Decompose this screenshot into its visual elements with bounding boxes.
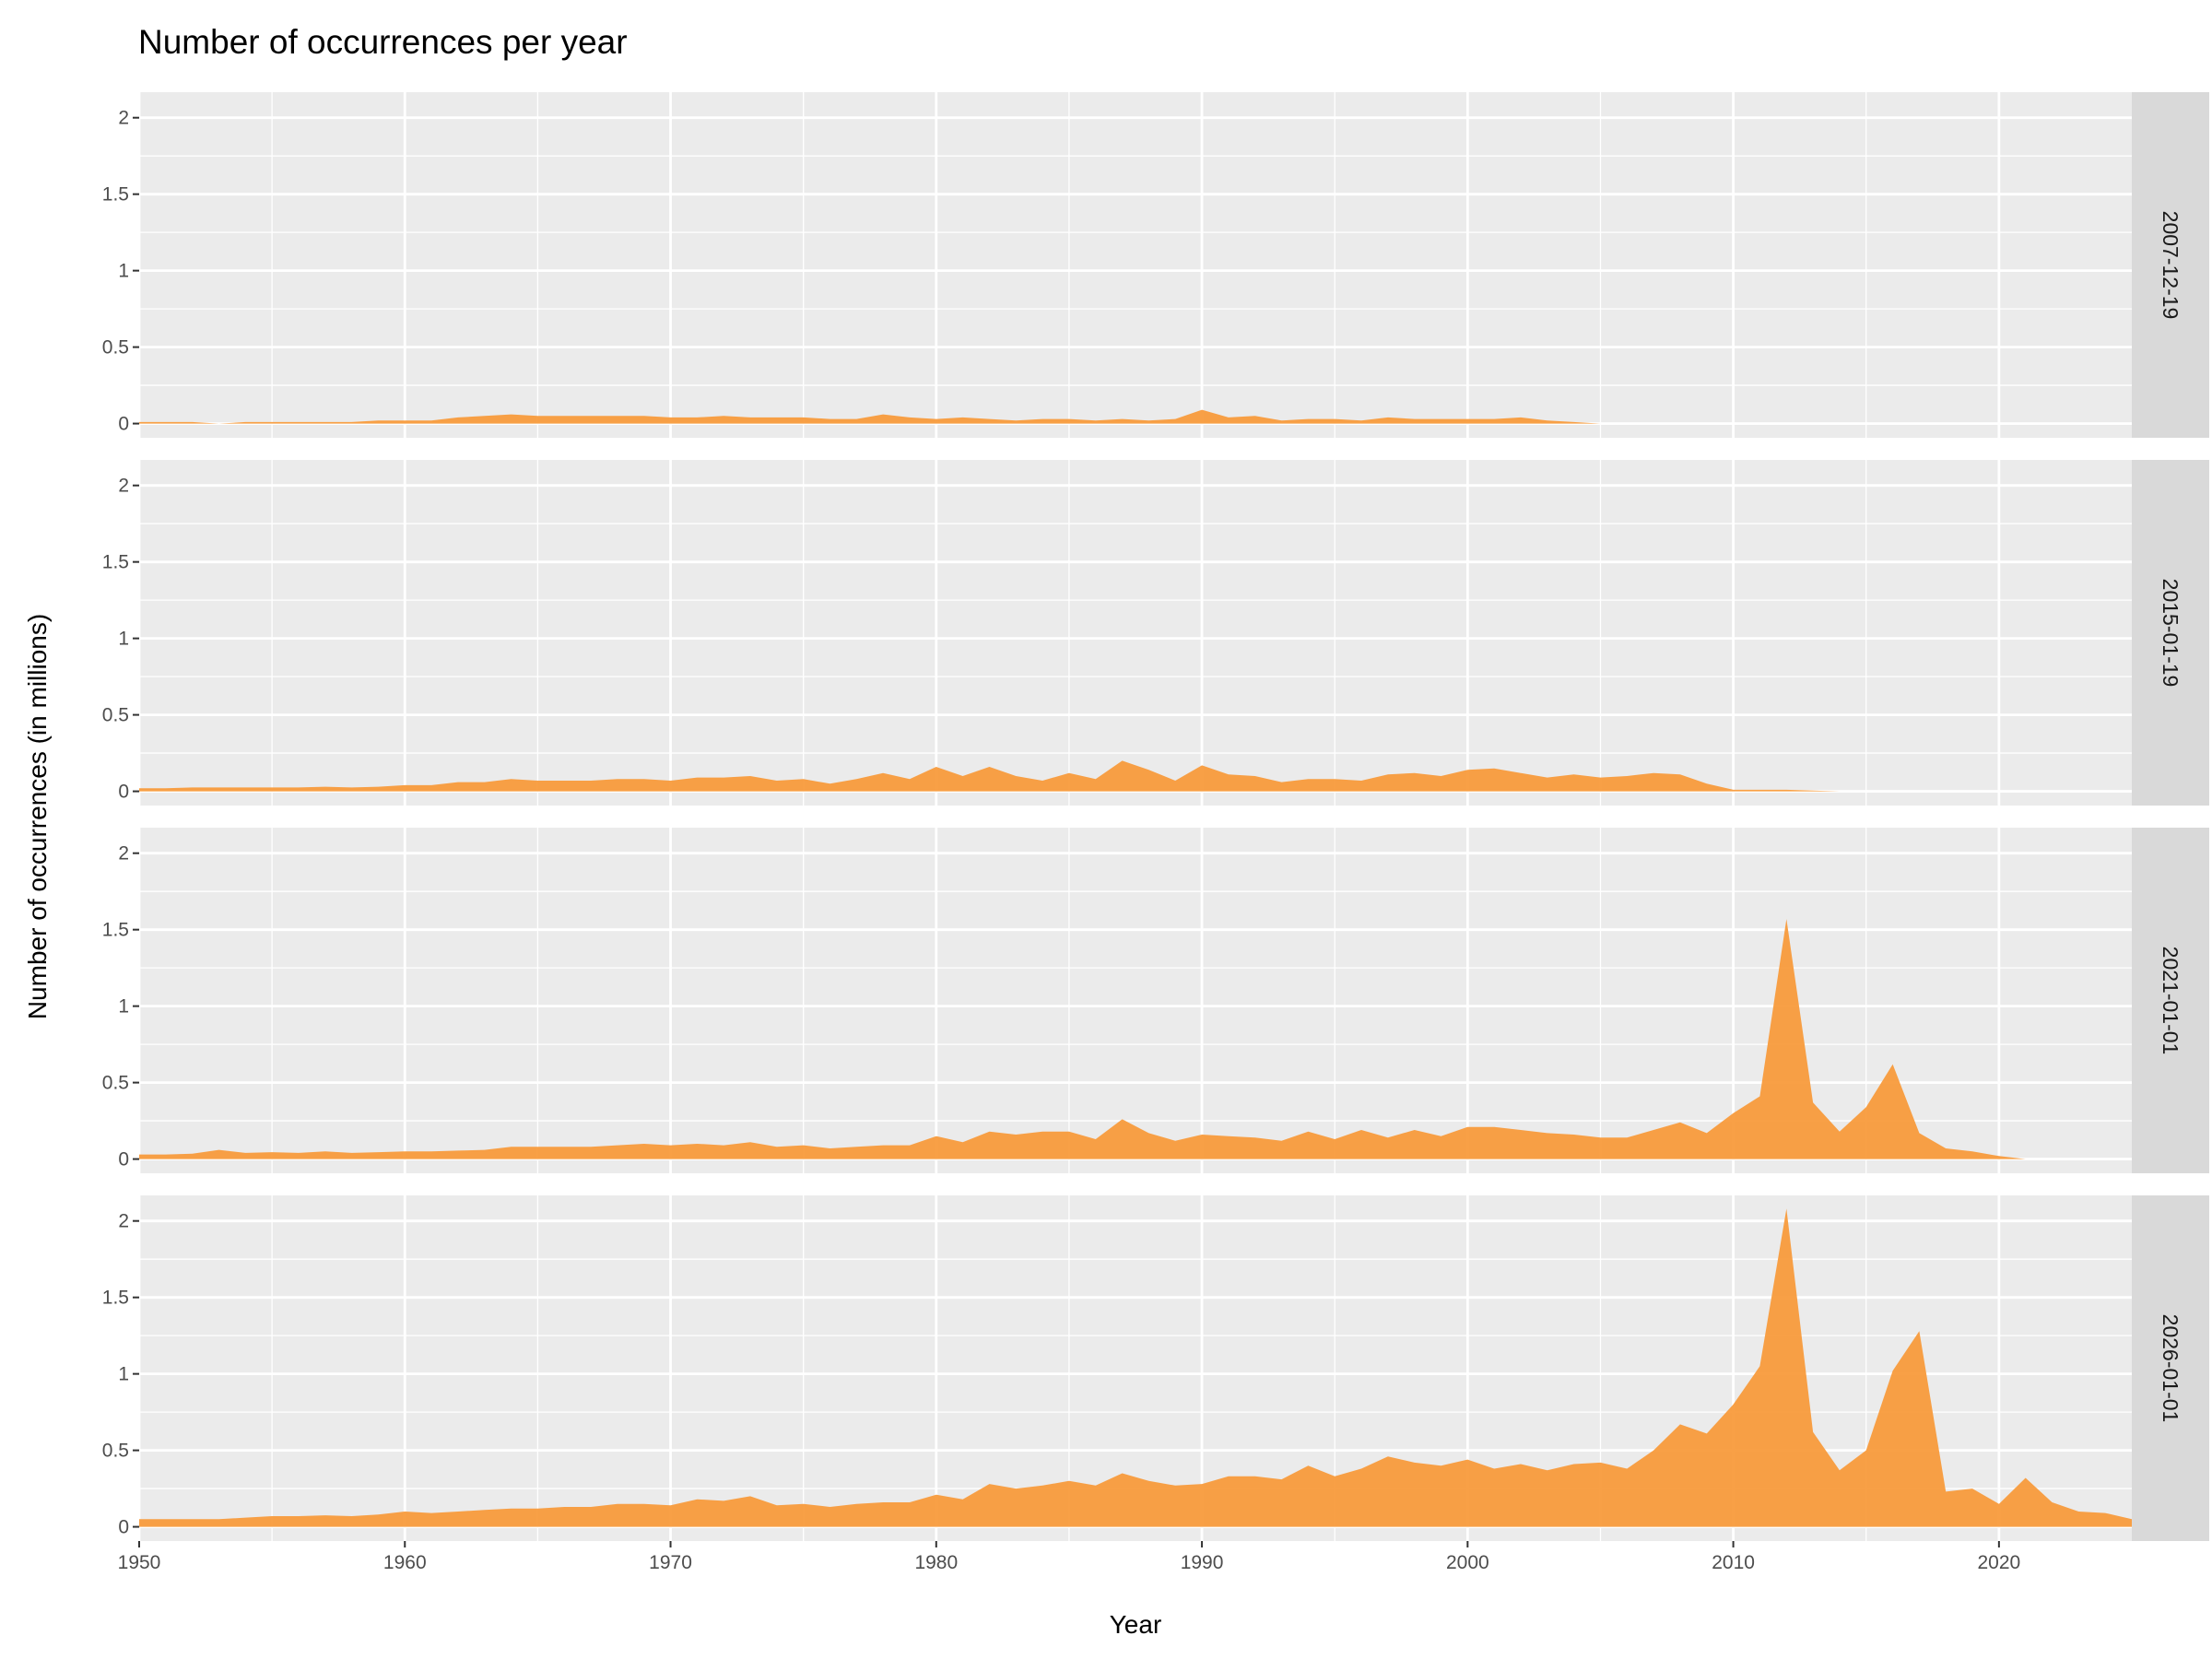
x-tick-label: 2020 xyxy=(1978,1552,2021,1573)
y-tick-label: 0 xyxy=(118,1517,129,1538)
y-tick-label: 1 xyxy=(118,996,129,1018)
facet-strip xyxy=(2132,1195,2209,1541)
y-tick-label: 0.5 xyxy=(102,1073,129,1094)
y-tick-label: 2 xyxy=(118,108,129,129)
panel-background xyxy=(139,828,2132,1173)
y-tick-label: 1 xyxy=(118,629,129,650)
y-tick-label: 0.5 xyxy=(102,705,129,726)
area-series-2026-01-01 xyxy=(139,1208,2132,1527)
x-axis-title: Year xyxy=(1110,1610,1162,1639)
facet-strip-label: 2026-01-01 xyxy=(2159,1314,2183,1423)
x-tick-label: 2010 xyxy=(1712,1552,1755,1573)
x-tick-label: 1980 xyxy=(914,1552,958,1573)
y-tick-label: 0 xyxy=(118,1149,129,1171)
facet-strip xyxy=(2132,460,2209,806)
y-tick-label: 0.5 xyxy=(102,1441,129,1462)
facet-strip-label: 2021-01-01 xyxy=(2159,947,2183,1055)
facet-strip-label: 2015-01-19 xyxy=(2159,579,2183,688)
facet-strip-label: 2007-12-19 xyxy=(2159,211,2183,320)
panel-background xyxy=(139,460,2132,806)
y-tick-label: 0 xyxy=(118,414,129,435)
facet-strip xyxy=(2132,828,2209,1173)
y-tick-label: 2 xyxy=(118,1211,129,1232)
x-tick-label: 1990 xyxy=(1181,1552,1224,1573)
y-tick-label: 0 xyxy=(118,782,129,803)
y-tick-label: 1.5 xyxy=(102,920,129,941)
facet-strip xyxy=(2132,92,2209,438)
y-tick-label: 1.5 xyxy=(102,1288,129,1309)
y-tick-label: 1 xyxy=(118,1364,129,1385)
area-series-2021-01-01 xyxy=(139,919,2026,1159)
y-tick-label: 0.5 xyxy=(102,337,129,359)
y-tick-label: 2 xyxy=(118,476,129,497)
y-tick-label: 2 xyxy=(118,843,129,865)
x-tick-label: 2000 xyxy=(1446,1552,1489,1573)
x-tick-label: 1950 xyxy=(118,1552,161,1573)
x-tick-label: 1960 xyxy=(383,1552,427,1573)
x-tick-label: 1970 xyxy=(649,1552,692,1573)
area-series-2007-12-19 xyxy=(139,409,1601,424)
y-tick-label: 1.5 xyxy=(102,184,129,206)
area-series-2015-01-19 xyxy=(139,760,1840,792)
chart-title: Number of occurrences per year xyxy=(138,23,628,61)
y-axis-title: Number of occurrences (in millions) xyxy=(23,614,52,1019)
panel-background xyxy=(139,92,2132,438)
y-tick-label: 1.5 xyxy=(102,552,129,573)
y-tick-label: 1 xyxy=(118,261,129,282)
